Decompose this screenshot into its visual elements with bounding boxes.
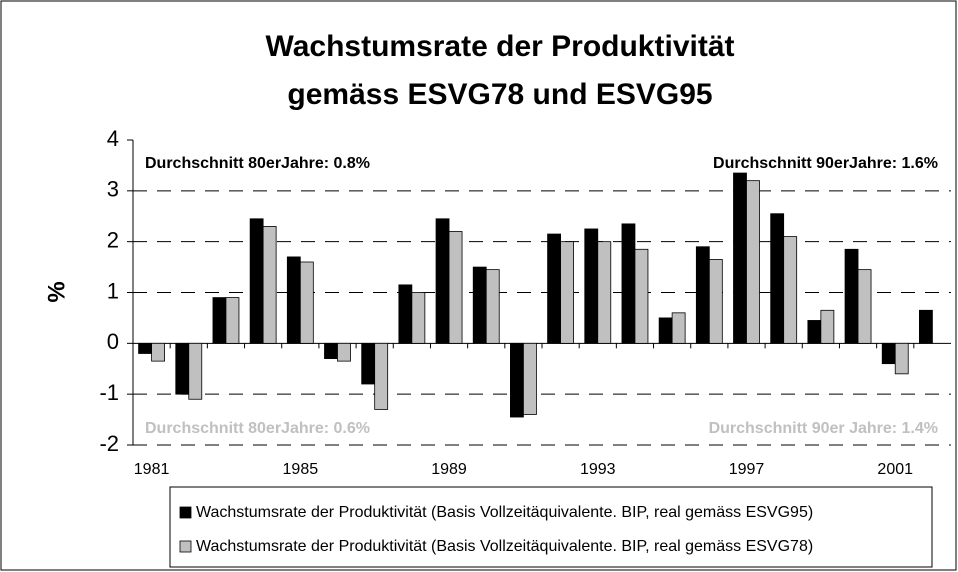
- bar: [225, 297, 240, 344]
- bar: [560, 241, 574, 344]
- bar: [138, 342, 152, 354]
- legend: [169, 486, 933, 568]
- bar: [658, 317, 673, 344]
- bar: [783, 236, 798, 344]
- annotation: Durchschnitt 90erJahre: 1.6%: [713, 155, 938, 172]
- bar: [337, 342, 351, 362]
- legend-swatch: [179, 506, 192, 519]
- bar: [547, 233, 561, 344]
- bar: [746, 180, 760, 344]
- bar: [249, 218, 264, 344]
- x-tick-label: 1993: [580, 461, 616, 478]
- legend-label: Wachstumsrate der Produktivität (Basis V…: [196, 538, 813, 555]
- bar: [411, 292, 426, 344]
- bar: [286, 256, 301, 344]
- y-tick-label: 1: [107, 278, 119, 303]
- y-tick-label: 2: [107, 227, 119, 252]
- bar: [262, 226, 277, 344]
- legend-swatch: [179, 540, 192, 553]
- x-tick-label: 2001: [877, 461, 913, 478]
- bar: [820, 309, 835, 344]
- y-tick-label: -2: [99, 431, 119, 456]
- y-axis-label: %: [43, 281, 70, 302]
- bar: [188, 342, 203, 400]
- legend-label: Wachstumsrate der Produktivität (Basis V…: [196, 504, 813, 521]
- x-tick-label: 1997: [729, 461, 765, 478]
- bar: [584, 228, 599, 344]
- annotation: Durchschnitt 80erJahre: 0.6%: [145, 420, 370, 437]
- bar: [597, 241, 612, 344]
- bar: [485, 269, 500, 344]
- bar: [510, 342, 524, 418]
- x-tick-label: 1985: [283, 461, 319, 478]
- bar: [398, 284, 413, 344]
- bar: [919, 309, 933, 344]
- chart-title: Wachstumsrate der Produktivität: [266, 30, 735, 63]
- bar: [695, 246, 710, 344]
- y-tick-label: 4: [107, 126, 119, 151]
- chart-title: gemäss ESVG78 und ESVG95: [287, 78, 712, 111]
- annotation: Durchschnitt 90er Jahre: 1.4%: [709, 420, 938, 437]
- bar: [807, 320, 822, 344]
- bar: [361, 342, 376, 385]
- bar: [708, 259, 723, 344]
- bar: [212, 297, 227, 344]
- bar: [881, 342, 896, 365]
- y-tick-label: -1: [99, 380, 119, 405]
- bar: [523, 342, 537, 415]
- bar: [374, 342, 389, 410]
- bar: [634, 248, 649, 344]
- x-tick-label: 1989: [431, 461, 467, 478]
- y-tick-label: 0: [107, 329, 119, 354]
- y-tick-label: 3: [107, 177, 119, 202]
- bar: [621, 223, 636, 344]
- bar: [324, 342, 338, 359]
- bar: [175, 342, 190, 395]
- bar: [151, 342, 165, 362]
- bar: [671, 312, 686, 344]
- bar: [435, 218, 450, 344]
- bar: [894, 342, 909, 375]
- bar: [770, 213, 785, 344]
- x-tick-label: 1981: [134, 461, 170, 478]
- bar: [733, 172, 747, 344]
- annotation: Durchschnitt 80erJahre: 0.8%: [145, 155, 370, 172]
- bar: [844, 248, 859, 344]
- bar: [472, 266, 487, 344]
- bar: [299, 261, 314, 344]
- bar: [448, 231, 463, 344]
- bar: [857, 269, 872, 344]
